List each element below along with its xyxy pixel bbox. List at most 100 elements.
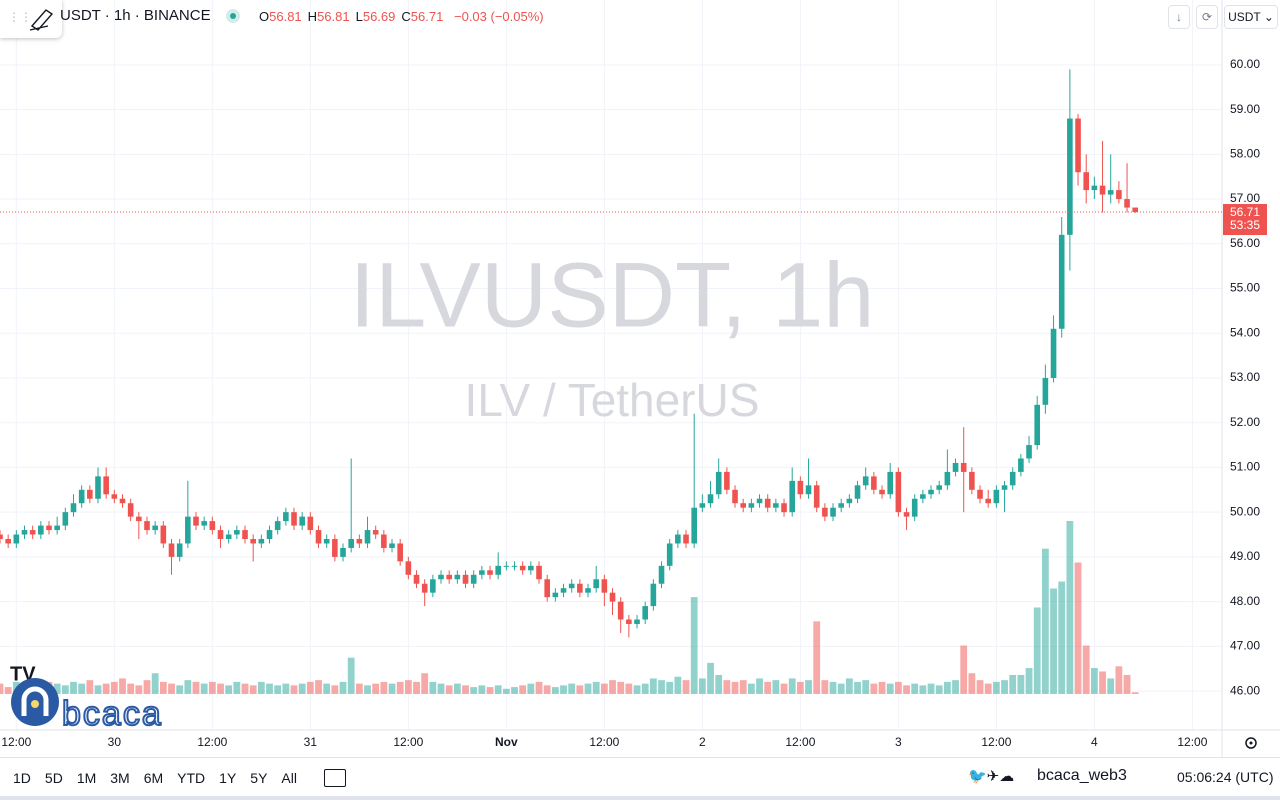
volume-bar xyxy=(658,680,665,694)
candle-body xyxy=(62,512,69,526)
volume-bar xyxy=(1090,668,1098,694)
date-range-icon[interactable] xyxy=(323,768,346,787)
candle-body xyxy=(797,480,804,495)
y-tick-label: 55.00 xyxy=(1230,281,1260,295)
candle-body xyxy=(650,583,657,607)
candle-body xyxy=(944,471,951,486)
candle-body xyxy=(699,503,706,508)
candle-body xyxy=(1050,328,1057,378)
volume-bar xyxy=(168,683,175,694)
candle-body xyxy=(903,512,910,517)
volume-bar xyxy=(527,683,535,694)
candle-body xyxy=(773,503,779,508)
volume xyxy=(0,521,1139,694)
volume-bar xyxy=(1115,666,1123,694)
volume-bar xyxy=(1066,521,1074,694)
candle-body xyxy=(683,534,689,544)
ohlc-value: 56.81 xyxy=(269,9,302,24)
volume-bar xyxy=(886,683,894,694)
candle-body xyxy=(577,583,583,593)
candle-body xyxy=(764,498,771,508)
volume-bar xyxy=(772,680,780,694)
volume-bar xyxy=(821,680,829,694)
volume-bar xyxy=(943,681,951,694)
candle-body xyxy=(487,570,493,575)
candle-body xyxy=(993,489,1000,504)
volume-bar xyxy=(788,678,796,694)
volume-bar xyxy=(53,683,61,694)
toolbar: 1D 5D 1M 3M 6M YTD 1Y 5Y All 🐦✈☁ bcaca_web3 05:0… xyxy=(0,757,1280,797)
range-button[interactable]: All xyxy=(281,769,297,786)
volume-bar xyxy=(86,680,94,694)
volume-bar xyxy=(1099,671,1106,694)
candle-body xyxy=(1091,185,1098,191)
candle-body xyxy=(38,525,44,535)
currency-select[interactable]: USDT ⌄ xyxy=(1224,5,1278,29)
candle-body xyxy=(519,565,526,571)
volume-bar xyxy=(266,683,273,694)
volume-bar xyxy=(649,678,657,694)
candle-body xyxy=(1058,234,1065,329)
volume-bar xyxy=(143,680,151,694)
social-icons: 🐦✈☁ xyxy=(968,768,1015,785)
x-tick-label: 2 xyxy=(699,735,706,749)
candle-body xyxy=(372,530,379,535)
candle-body xyxy=(544,579,550,598)
candle-body xyxy=(609,592,616,602)
settings-icon[interactable] xyxy=(1245,737,1257,749)
volume-bar xyxy=(519,685,527,694)
download-button[interactable]: ↓ xyxy=(1168,5,1190,29)
volume-bar xyxy=(151,673,159,694)
last-price-label: 56.71 xyxy=(1230,205,1260,219)
range-button[interactable]: 1D xyxy=(13,769,31,786)
candle-body xyxy=(397,543,403,562)
volume-bar xyxy=(919,685,927,694)
candle-body xyxy=(887,471,894,495)
candle-body xyxy=(732,489,738,504)
currency: USDT xyxy=(1228,10,1261,24)
volume-bar xyxy=(707,662,714,694)
range-button[interactable]: 5Y xyxy=(250,769,268,786)
grid xyxy=(0,0,1222,730)
footer-strip xyxy=(0,796,1280,800)
y-tick-label: 54.00 xyxy=(1230,325,1260,339)
volume-bar xyxy=(870,683,878,694)
candle-body xyxy=(136,516,142,522)
range-button[interactable]: 1M xyxy=(76,769,97,786)
volume-bar xyxy=(560,685,567,694)
volume-bar xyxy=(1009,674,1017,694)
header: ⋮⋮ USDT · 1h · BINANCE O 56.81 H 56.81 L 56.6… xyxy=(0,0,1222,38)
range-button[interactable]: 3M xyxy=(110,769,130,786)
candle-body xyxy=(1034,404,1041,446)
refresh-button[interactable]: ⟳ xyxy=(1196,5,1218,29)
x-tick-label: 30 xyxy=(108,735,122,749)
candle-body xyxy=(103,476,109,495)
candle-body xyxy=(666,543,673,566)
volume-bar xyxy=(445,685,453,694)
y-tick-label: 51.00 xyxy=(1230,460,1260,474)
candles xyxy=(0,69,1139,638)
volume-bar xyxy=(208,681,216,694)
range-button[interactable]: 6M xyxy=(143,769,164,786)
volume-bar xyxy=(1041,548,1049,694)
volume-bar xyxy=(364,685,371,694)
volume-bar xyxy=(274,685,282,694)
candle-body xyxy=(315,530,322,544)
range-button[interactable]: 1Y xyxy=(219,769,237,786)
volume-bar xyxy=(127,683,135,694)
status-dot xyxy=(226,9,240,23)
candle-body xyxy=(364,530,371,544)
ohlc-value: 56.69 xyxy=(362,9,396,24)
volume-bar xyxy=(976,680,984,694)
candle-body xyxy=(348,539,354,548)
drawing-tool[interactable]: ⋮⋮ xyxy=(0,0,62,38)
volume-bar xyxy=(306,681,314,694)
x-tick-label: 31 xyxy=(304,735,318,749)
ohlc-value: 56.71 xyxy=(410,9,444,24)
candle-body xyxy=(225,534,232,540)
range-button[interactable]: YTD xyxy=(177,769,206,786)
chart: ILVUSDT, 1h ILV / TetherUS TV bcaca 46.0… xyxy=(0,0,1280,757)
volume-bar xyxy=(992,681,1000,694)
candle-body xyxy=(356,539,363,544)
range-button[interactable]: 5D xyxy=(44,769,63,786)
